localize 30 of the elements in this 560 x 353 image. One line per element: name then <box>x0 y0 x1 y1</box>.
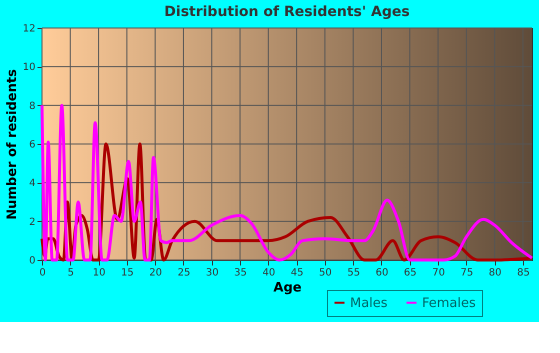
x-tick-label: 75 <box>460 268 474 278</box>
x-tick-label: 25 <box>178 268 190 278</box>
x-tick-label: 15 <box>121 268 134 278</box>
x-tick-label: 80 <box>488 268 502 278</box>
x-tick-label: 5 <box>68 268 74 278</box>
x-tick-label: 35 <box>234 268 247 278</box>
x-tick-label: 45 <box>290 268 304 278</box>
y-tick-label: 2 <box>29 216 36 228</box>
y-tick-label: 8 <box>29 100 36 112</box>
x-tick-label: 65 <box>404 268 417 278</box>
x-tick-label: 0 <box>39 268 46 278</box>
y-tick-label: 0 <box>29 256 36 266</box>
x-tick-label: 40 <box>262 268 276 278</box>
x-tick-label: 30 <box>206 268 219 278</box>
x-axis-title: Age <box>273 280 302 296</box>
x-tick-label: 60 <box>376 268 388 278</box>
x-tick-label: 10 <box>92 268 106 278</box>
y-tick-label: 4 <box>29 178 36 190</box>
x-tick-label: 55 <box>347 268 360 278</box>
y-tick-label: 6 <box>29 140 36 150</box>
x-tick-label: 20 <box>149 268 162 278</box>
x-tick-label: 85 <box>517 268 530 278</box>
y-axis-title: Number of residents <box>4 68 20 220</box>
chart-title: Distribution of Residents' Ages <box>164 4 410 20</box>
legend-label: Females <box>422 296 476 311</box>
y-tick-label: 12 <box>22 24 36 34</box>
x-tick-label: 50 <box>319 268 332 278</box>
y-tick-label: 10 <box>22 62 36 74</box>
legend-label: Males <box>350 296 388 311</box>
x-tick-label: 70 <box>432 268 445 278</box>
